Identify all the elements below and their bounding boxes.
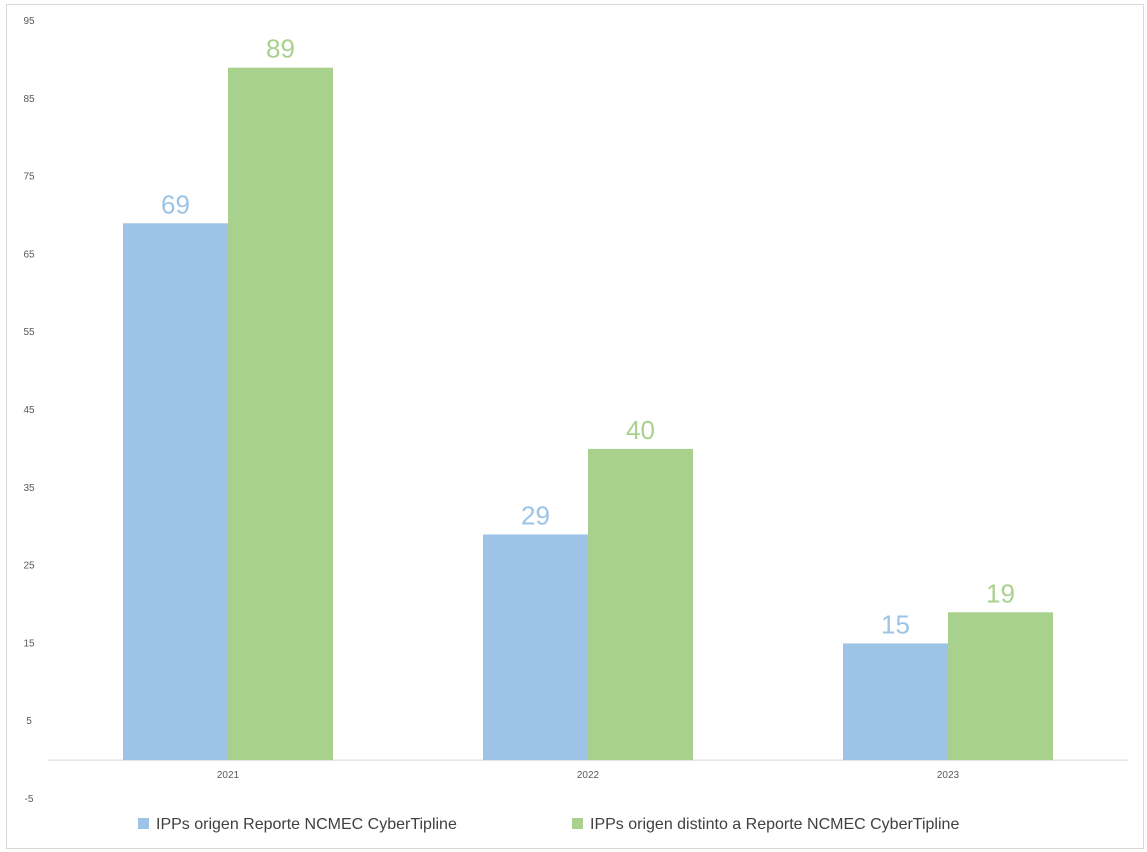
bar-2023-series-2	[948, 612, 1053, 761]
y-tick-label: 85	[23, 94, 35, 105]
data-label-2022-series-1: 29	[521, 500, 550, 530]
bar-2021-series-2	[228, 67, 333, 761]
legend-swatch	[138, 818, 149, 829]
x-category-label: 2022	[577, 770, 600, 781]
y-tick-label: 75	[23, 172, 35, 183]
data-label-2023-series-2: 19	[986, 578, 1015, 608]
legend-entry-label: IPPs origen distinto a Reporte NCMEC Cyb…	[590, 816, 959, 833]
y-tick-label: 5	[26, 716, 32, 727]
y-tick-label: 45	[23, 405, 35, 416]
y-tick-label: -5	[25, 794, 34, 805]
y-tick-label: 15	[23, 638, 35, 649]
legend-swatch	[572, 818, 583, 829]
legend-entry-label: IPPs origen Reporte NCMEC CyberTipline	[156, 816, 457, 833]
x-category-label: 2021	[217, 770, 240, 781]
y-tick-label: 55	[23, 327, 35, 338]
category-labels: 2021 2022 2023	[217, 770, 960, 781]
chart-frame	[6, 4, 1144, 849]
bar-2022-series-1	[483, 534, 588, 761]
data-label-2021-series-2: 89	[266, 34, 295, 64]
bars	[123, 67, 1053, 761]
bar-2023-series-1	[843, 643, 948, 761]
bar-2021-series-1	[123, 223, 228, 761]
data-label-2022-series-2: 40	[626, 415, 655, 445]
y-tick-label: 25	[23, 561, 35, 572]
x-category-label: 2023	[937, 770, 960, 781]
data-label-2021-series-1: 69	[161, 189, 190, 219]
bar-2022-series-2	[588, 448, 693, 761]
y-axis-ticks: 95 85 75 65 55 45 35 25 15 5 -5	[23, 16, 35, 805]
y-tick-label: 95	[23, 16, 35, 27]
data-label-2023-series-1: 15	[881, 609, 910, 639]
y-tick-label: 65	[23, 249, 35, 260]
y-tick-label: 35	[23, 483, 35, 494]
data-labels: 69 89 29 40 15 19	[161, 34, 1015, 640]
legend: IPPs origen Reporte NCMEC CyberTipline IP…	[138, 816, 959, 833]
